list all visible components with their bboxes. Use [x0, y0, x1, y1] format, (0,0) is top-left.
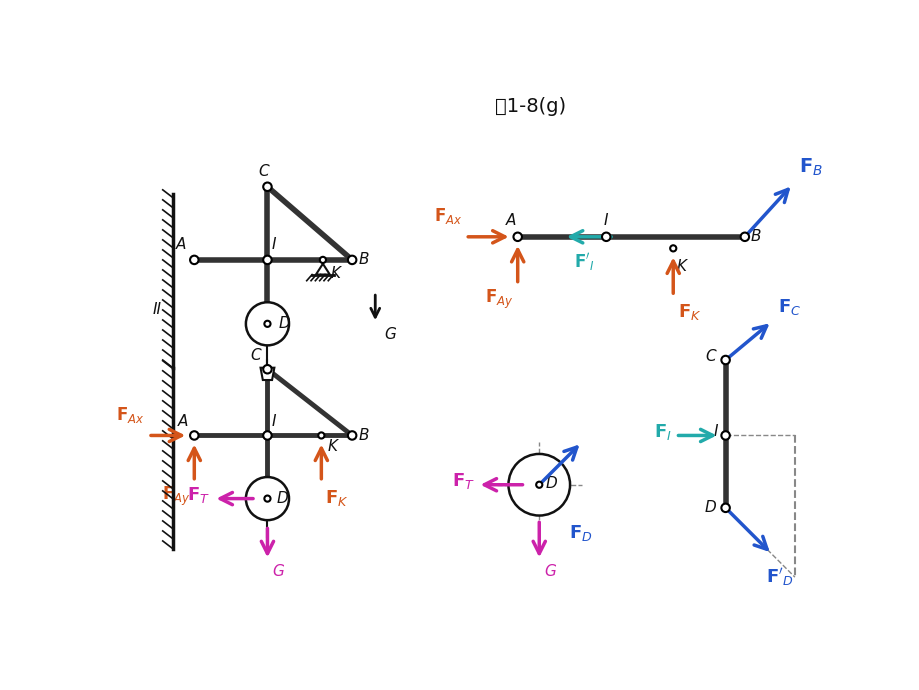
Text: $\mathbf{F}_{I}$: $\mathbf{F}_{I}$ [653, 422, 671, 442]
Text: B: B [357, 253, 369, 268]
Circle shape [508, 454, 570, 515]
Circle shape [190, 431, 199, 440]
Text: $\mathbf{F}'_D$: $\mathbf{F}'_D$ [765, 566, 792, 589]
Circle shape [740, 233, 748, 241]
Text: II: II [153, 302, 162, 317]
Circle shape [720, 431, 729, 440]
Circle shape [263, 365, 271, 373]
Polygon shape [260, 368, 274, 380]
Circle shape [513, 233, 521, 241]
Text: I: I [271, 237, 276, 253]
Text: D: D [278, 316, 290, 331]
Circle shape [720, 356, 729, 364]
Text: $\mathbf{F}_{K}$: $\mathbf{F}_{K}$ [324, 488, 348, 508]
Circle shape [190, 256, 199, 264]
Circle shape [601, 233, 610, 241]
Text: 题1-8(g): 题1-8(g) [494, 97, 565, 116]
Circle shape [536, 482, 542, 488]
Circle shape [245, 477, 289, 520]
Text: D: D [545, 475, 557, 491]
Text: A: A [177, 414, 187, 429]
Text: $\mathbf{F}_{T}$: $\mathbf{F}_{T}$ [187, 485, 210, 505]
Text: $\mathbf{F}_{Ay}$: $\mathbf{F}_{Ay}$ [485, 288, 514, 310]
Text: B: B [357, 428, 369, 443]
Circle shape [347, 256, 356, 264]
Circle shape [320, 257, 325, 263]
Text: D: D [277, 491, 289, 506]
Text: C: C [250, 348, 261, 363]
Circle shape [245, 302, 289, 346]
Text: $\mathbf{F}_{Ax}$: $\mathbf{F}_{Ax}$ [116, 404, 144, 424]
Circle shape [264, 321, 270, 327]
Text: $G$: $G$ [384, 326, 397, 342]
Text: K: K [327, 440, 337, 454]
Text: $\mathbf{F}_{T}$: $\mathbf{F}_{T}$ [451, 471, 474, 491]
Text: $G$: $G$ [272, 562, 285, 578]
Text: $\mathbf{F}'_I$: $\mathbf{F}'_I$ [573, 250, 595, 273]
Circle shape [263, 183, 271, 191]
Text: I: I [712, 424, 717, 439]
Text: A: A [505, 213, 516, 228]
Text: $\mathbf{F}_{B}$: $\mathbf{F}_{B}$ [798, 157, 822, 178]
Text: K: K [676, 259, 686, 274]
Text: I: I [604, 213, 607, 228]
Text: C: C [258, 164, 268, 179]
Text: C: C [705, 348, 716, 364]
Text: $\mathbf{F}_{D}$: $\mathbf{F}_{D}$ [568, 523, 592, 543]
Circle shape [264, 495, 270, 502]
Circle shape [263, 256, 271, 264]
Text: B: B [750, 229, 761, 244]
Text: K: K [330, 266, 340, 281]
Text: $\mathbf{F}_{Ay}$: $\mathbf{F}_{Ay}$ [162, 485, 190, 508]
Text: A: A [176, 237, 187, 253]
Circle shape [263, 431, 271, 440]
Text: $G$: $G$ [543, 563, 556, 580]
Circle shape [720, 504, 729, 512]
Text: I: I [271, 414, 276, 429]
Text: $\mathbf{F}_{K}$: $\mathbf{F}_{K}$ [677, 302, 700, 322]
Circle shape [347, 431, 356, 440]
Circle shape [669, 245, 675, 251]
Text: $\mathbf{F}_{C}$: $\mathbf{F}_{C}$ [777, 297, 800, 317]
Text: D: D [704, 500, 716, 515]
Text: $\mathbf{F}_{Ax}$: $\mathbf{F}_{Ax}$ [434, 206, 461, 226]
Circle shape [318, 433, 324, 439]
